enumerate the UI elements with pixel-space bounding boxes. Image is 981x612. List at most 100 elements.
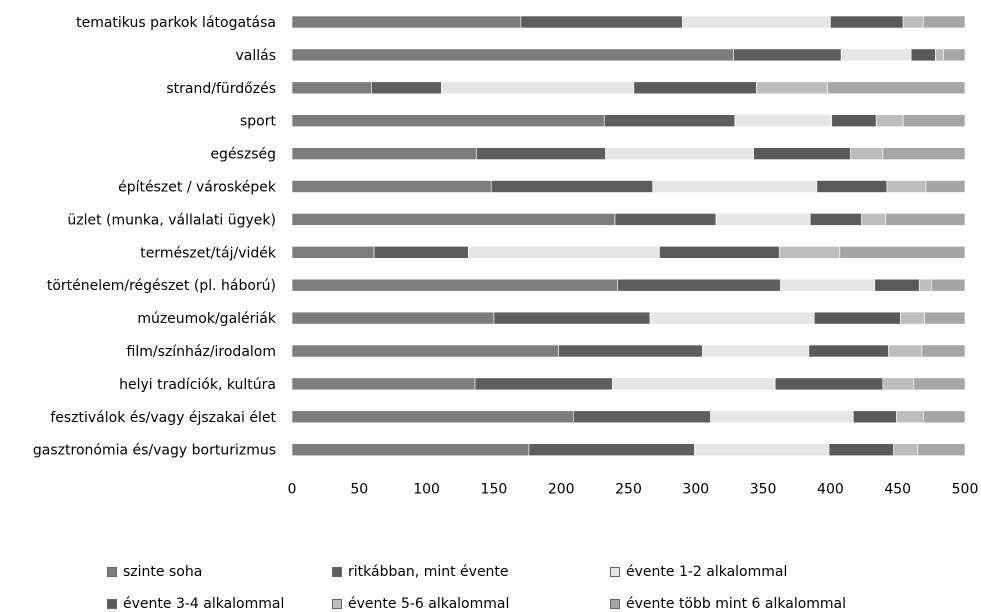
bar-segment <box>715 213 811 226</box>
bar-segment <box>875 114 904 127</box>
category-label: történelem/régészet (pl. háború) <box>47 278 276 294</box>
bar-segment <box>659 246 780 259</box>
bar-segment <box>887 344 923 358</box>
bar-segment <box>813 311 901 325</box>
bar-segment <box>291 410 574 424</box>
bar-segment <box>291 278 619 292</box>
bar-segment <box>896 410 924 424</box>
bar-segment <box>614 213 717 226</box>
x-tick-label: 250 <box>615 482 642 498</box>
bar-segment <box>922 15 966 29</box>
category-label: múzeumok/galériák <box>137 311 277 327</box>
bar-segment <box>925 180 966 193</box>
bar-segment <box>291 344 559 358</box>
bar-segment <box>490 180 654 193</box>
bar-segment <box>943 48 966 62</box>
bar-segment <box>291 48 734 62</box>
category-label: egészség <box>210 147 276 163</box>
bar-segment <box>886 180 927 193</box>
bar-segment <box>291 213 616 226</box>
bar-segment <box>882 147 966 160</box>
category-labels: tematikus parkok látogatása vallás strand/… <box>33 15 277 459</box>
bar-segment <box>831 114 877 127</box>
x-tick-label: 350 <box>750 482 777 498</box>
bar-segment <box>291 180 492 193</box>
bar-segment <box>291 81 372 95</box>
bar-segment <box>493 311 651 325</box>
bar-segment <box>291 147 477 160</box>
bar-segment <box>603 114 736 127</box>
category-label: gasztronómia és/vagy borturizmus <box>33 443 276 459</box>
bar-segment <box>931 278 966 292</box>
bar-segment <box>828 443 894 457</box>
bar-segment <box>476 147 606 160</box>
bar-segment <box>840 48 912 62</box>
bar-segment <box>694 443 830 457</box>
bar-segment <box>774 377 884 391</box>
bar-segment <box>558 344 703 358</box>
x-tick-label: 50 <box>350 482 368 498</box>
bar-segment <box>852 410 897 424</box>
bar-segment <box>291 311 495 325</box>
bar-segment <box>605 147 754 160</box>
bar-segment <box>291 443 530 457</box>
bar-segment <box>652 180 818 193</box>
x-tick-label: 150 <box>481 482 508 498</box>
bar-segment <box>839 246 966 259</box>
x-tick-label: 400 <box>817 482 844 498</box>
bars-group <box>291 15 966 457</box>
bar-segment <box>922 410 966 424</box>
bar-segment <box>682 15 831 29</box>
bar-segment <box>893 443 919 457</box>
bar-segment <box>830 15 904 29</box>
x-tick-labels: 0 50 100 150 200 250 300 350 400 450 500 <box>288 482 979 498</box>
bar-segment <box>808 344 889 358</box>
bar-segment <box>573 410 711 424</box>
x-tick-label: 200 <box>548 482 575 498</box>
bar-segment <box>373 246 469 259</box>
category-label: film/színház/irodalom <box>127 344 276 360</box>
bar-segment <box>371 81 442 95</box>
bar-segment <box>885 213 966 226</box>
bar-segment <box>924 311 966 325</box>
bar-segment <box>861 213 886 226</box>
category-label: helyi tradíciók, kultúra <box>119 377 276 393</box>
bar-segment <box>528 443 695 457</box>
bar-segment <box>291 15 522 29</box>
bar-segment <box>734 114 833 127</box>
bar-segment <box>902 114 966 127</box>
bar-segment <box>900 311 925 325</box>
bar-segment <box>910 48 936 62</box>
category-label: sport <box>240 114 277 130</box>
bar-segment <box>816 180 888 193</box>
bar-segment <box>291 377 476 391</box>
category-label: fesztiválok és/vagy éjszakai élet <box>50 410 276 426</box>
bar-segment <box>882 377 915 391</box>
bar-segment <box>468 246 660 259</box>
bar-segment <box>702 344 810 358</box>
bar-segment <box>935 48 944 62</box>
bar-segment <box>520 15 683 29</box>
bar-segment <box>921 344 966 358</box>
bar-segment <box>649 311 815 325</box>
x-tick-label: 300 <box>682 482 709 498</box>
bar-segment <box>756 81 829 95</box>
x-tick-label: 0 <box>288 482 297 498</box>
bar-segment <box>874 278 920 292</box>
bar-segment <box>918 278 932 292</box>
bar-segment <box>913 377 966 391</box>
category-label: strand/fürdőzés <box>166 81 276 97</box>
x-tick-label: 500 <box>952 482 979 498</box>
bar-segment <box>710 410 854 424</box>
bar-segment <box>827 81 966 95</box>
bar-segment <box>617 278 781 292</box>
x-tick-label: 100 <box>413 482 440 498</box>
bar-segment <box>917 443 966 457</box>
category-label: vallás <box>235 48 276 64</box>
bar-segment <box>441 81 635 95</box>
bar-segment <box>780 278 876 292</box>
bar-segment <box>291 246 375 259</box>
bar-segment <box>809 213 862 226</box>
category-label: építészet / városképek <box>118 180 277 196</box>
